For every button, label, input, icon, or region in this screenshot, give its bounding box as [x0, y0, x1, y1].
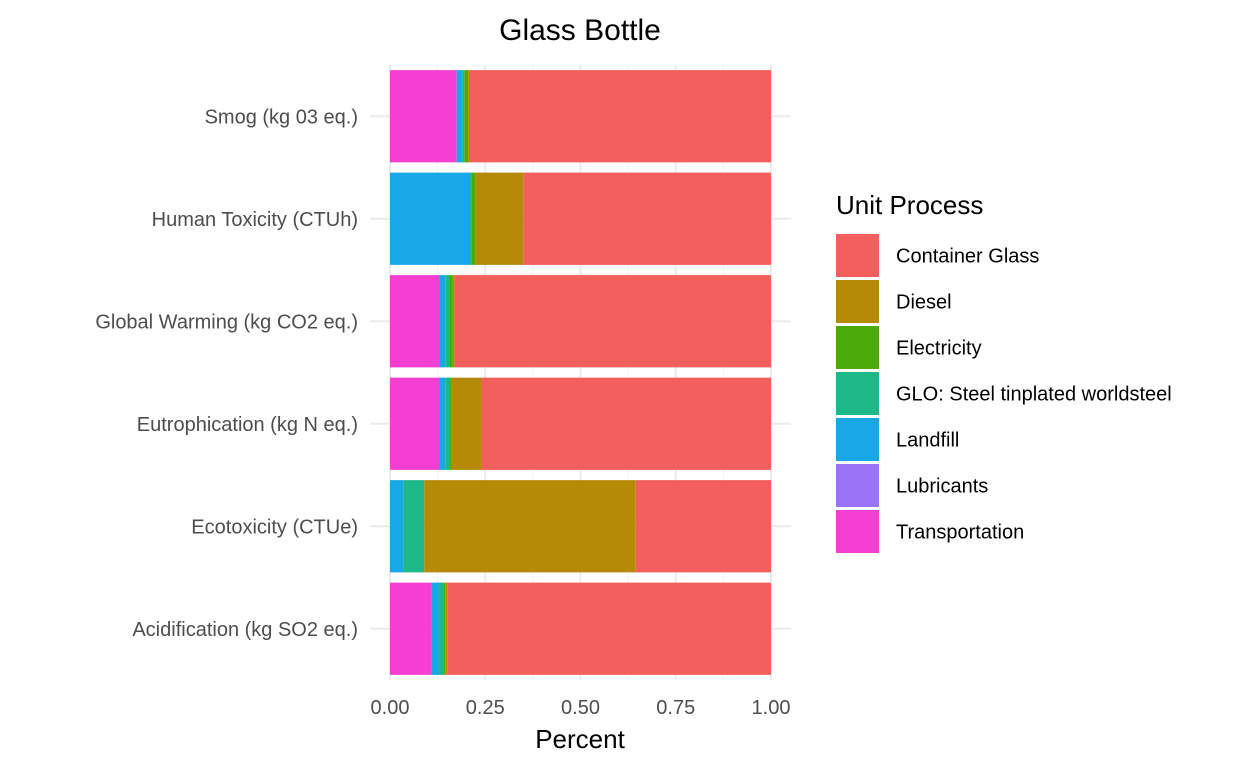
y-tick-label: Acidification (kg SO2 eq.): [132, 619, 358, 641]
bar-segment: [390, 582, 432, 675]
bar-segment: [445, 377, 450, 470]
bars: [390, 70, 771, 675]
x-tick-label: 0.25: [466, 697, 505, 719]
bar-segment: [523, 172, 771, 265]
bar-segment: [452, 275, 455, 368]
bar-segment: [445, 582, 448, 675]
bar-segment: [403, 480, 425, 573]
bar-segment: [635, 480, 771, 573]
bar-segment: [431, 582, 440, 675]
bar-segment: [439, 275, 446, 368]
bar-segment: [443, 582, 446, 675]
chart-title: Glass Bottle: [499, 14, 661, 47]
legend-label: Lubricants: [896, 476, 988, 498]
bar-segment: [470, 70, 771, 163]
legend-key: [836, 234, 879, 277]
bar-segment: [470, 172, 472, 265]
x-axis-label: Percent: [535, 724, 625, 754]
bar-segment: [449, 377, 451, 470]
bar-segment: [464, 70, 469, 163]
bar-segment: [462, 70, 465, 163]
bar-segment: [445, 275, 450, 368]
bar-segment: [471, 172, 476, 265]
bar-segment: [424, 480, 636, 573]
legend-label: Transportation: [896, 522, 1024, 544]
legend-key: [836, 280, 879, 323]
y-tick-label: Smog (kg 03 eq.): [205, 106, 358, 128]
bar-segment: [468, 70, 471, 163]
legend: Unit Process Container Glass Diesel Electr…: [836, 190, 1172, 553]
y-tick-label: Ecotoxicity (CTUe): [191, 516, 358, 538]
y-tick-label: Eutrophication (kg N eq.): [137, 414, 358, 436]
y-tick-label: Global Warming (kg CO2 eq.): [95, 311, 358, 333]
legend-label: Diesel: [896, 292, 952, 314]
legend-label: GLO: Steel tinplated worldsteel: [896, 384, 1172, 406]
bar-segment: [390, 172, 471, 265]
x-tick-label: 1.00: [752, 697, 791, 719]
bar-segment: [390, 275, 440, 368]
legend-items: Container Glass Diesel Electricity GLO: Ste…: [836, 234, 1172, 553]
bar-segment: [439, 582, 444, 675]
legend-label: Landfill: [896, 430, 959, 452]
legend-label: Container Glass: [896, 246, 1039, 268]
bar-segment: [454, 275, 771, 368]
bar-segment: [456, 70, 463, 163]
legend-key: [836, 464, 879, 507]
legend-label: Electricity: [896, 338, 982, 360]
bar-segment: [390, 480, 404, 573]
bar-segment: [447, 582, 771, 675]
legend-key: [836, 510, 879, 553]
legend-title: Unit Process: [836, 190, 983, 220]
legend-key: [836, 418, 879, 461]
x-tick-label: 0.75: [656, 697, 695, 719]
bar-segment: [390, 377, 440, 470]
x-tick-label: 0.50: [561, 697, 600, 719]
bar-segment: [450, 377, 482, 470]
bar-segment: [439, 377, 446, 470]
legend-key: [836, 326, 879, 369]
bar-segment: [449, 275, 453, 368]
bar-segment: [475, 172, 524, 265]
y-tick-labels: Smog (kg 03 eq.) Human Toxicity (CTUh) Glo…: [95, 106, 358, 641]
bar-segment: [481, 377, 771, 470]
bar-segment: [390, 70, 457, 163]
x-tick-labels: 0.00 0.25 0.50 0.75 1.00: [371, 697, 791, 719]
legend-key: [836, 372, 879, 415]
x-tick-label: 0.00: [371, 697, 410, 719]
y-tick-label: Human Toxicity (CTUh): [152, 209, 358, 231]
